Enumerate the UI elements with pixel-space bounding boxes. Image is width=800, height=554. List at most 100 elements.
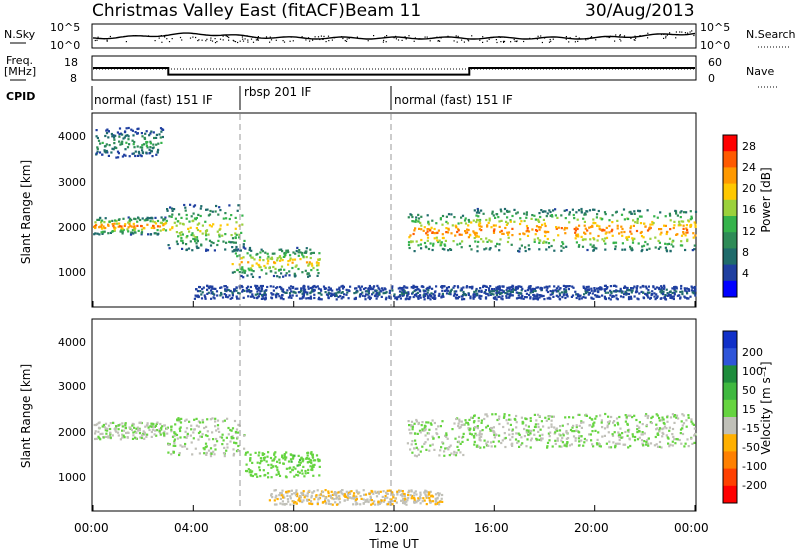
velocity-echo-cell bbox=[428, 499, 431, 502]
power-echo-cell bbox=[693, 221, 696, 224]
power-echo-cell bbox=[532, 289, 535, 292]
power-echo-cell bbox=[632, 287, 635, 290]
velocity-echo-cell bbox=[310, 502, 313, 506]
power-echo-cell bbox=[320, 289, 323, 292]
velocity-echo-cell bbox=[462, 435, 465, 438]
nsky-dot bbox=[206, 38, 208, 40]
velocity-echo-cell bbox=[517, 440, 520, 443]
power-echo-cell bbox=[143, 219, 146, 222]
power-echo-cell bbox=[642, 244, 646, 247]
velocity-echo-cell bbox=[306, 492, 309, 495]
velocity-echo-cell bbox=[444, 447, 447, 450]
velocity-echo-cell bbox=[214, 444, 217, 447]
power-echo-cell bbox=[119, 132, 122, 135]
velocity-echo-cell bbox=[450, 452, 453, 455]
velocity-echo-cell bbox=[97, 426, 101, 429]
power-echo-cell bbox=[614, 211, 618, 214]
power-echo-cell bbox=[680, 287, 683, 290]
power-echo-cell bbox=[473, 236, 476, 240]
power-echo-cell bbox=[423, 226, 426, 229]
power-echo-cell bbox=[605, 226, 608, 229]
power-echo-cell bbox=[194, 240, 197, 243]
power-echo-cell bbox=[627, 292, 630, 296]
power-echo-cell bbox=[511, 234, 514, 237]
power-echo-cell bbox=[130, 225, 133, 228]
power-echo-cell bbox=[417, 220, 420, 223]
power-echo-cell bbox=[417, 288, 420, 291]
power-echo-cell bbox=[291, 286, 294, 290]
power-echo-cell bbox=[554, 214, 557, 217]
velocity-echo-cell bbox=[483, 446, 486, 449]
power-echo-cell bbox=[256, 290, 259, 293]
power-echo-cell bbox=[372, 286, 375, 289]
power-echo-cell bbox=[538, 241, 541, 244]
power-echo-cell bbox=[107, 232, 110, 235]
power-echo-cell bbox=[672, 295, 675, 298]
power-echo-cell bbox=[317, 264, 320, 267]
velocity-echo-cell bbox=[433, 448, 436, 451]
nsky-dot bbox=[471, 35, 473, 37]
power-echo-cell bbox=[529, 285, 532, 288]
velocity-echo-cell bbox=[641, 423, 644, 426]
velocity-echo-cell bbox=[385, 491, 388, 494]
power-echo-cell bbox=[586, 290, 589, 293]
power-echo-cell bbox=[142, 143, 145, 146]
velocity-echo-cell bbox=[178, 453, 181, 457]
velocity-echo-cell bbox=[278, 474, 282, 477]
power-echo-cell bbox=[298, 249, 301, 252]
nsky-dot bbox=[455, 35, 457, 37]
velocity-echo-cell bbox=[406, 499, 409, 502]
power-echo-cell bbox=[580, 235, 583, 238]
velocity-frame bbox=[91, 318, 697, 512]
power-echo-cell bbox=[614, 241, 618, 244]
power-echo-cell bbox=[545, 248, 548, 251]
power-echo-cell bbox=[218, 233, 221, 236]
power-echo-cell bbox=[615, 289, 618, 292]
velocity-echo-cell bbox=[629, 414, 632, 417]
power-echo-cell bbox=[669, 228, 672, 231]
velocity-echo-cell bbox=[431, 419, 434, 422]
velocity-echo-cell bbox=[383, 499, 386, 502]
velocity-echo-cell bbox=[423, 442, 426, 445]
power-echo-cell bbox=[259, 251, 262, 254]
nsky-dot bbox=[109, 35, 111, 38]
velocity-echo-cell bbox=[669, 416, 673, 419]
nsky-dot bbox=[665, 37, 667, 39]
power-echo-cell bbox=[694, 210, 698, 213]
velocity-echo-cell bbox=[222, 439, 225, 442]
power-echo-cell bbox=[289, 288, 292, 291]
power-echo-cell bbox=[280, 272, 283, 275]
power-echo-cell bbox=[369, 286, 372, 289]
velocity-echo-cell bbox=[613, 420, 616, 423]
velocity-echo-cell bbox=[283, 456, 287, 459]
velocity-echo-cell bbox=[123, 436, 126, 439]
nsky-dot bbox=[633, 39, 635, 41]
velocity-echo-cell bbox=[588, 416, 592, 419]
velocity-echo-cell bbox=[658, 416, 661, 420]
power-echo-cell bbox=[96, 146, 99, 149]
power-echo-cell bbox=[672, 226, 675, 230]
power-echo-cell bbox=[651, 223, 654, 226]
power-echo-cell bbox=[480, 225, 483, 228]
power-echo-cell bbox=[264, 296, 267, 299]
power-echo-cell bbox=[447, 289, 450, 292]
velocity-echo-cell bbox=[443, 454, 446, 457]
power-echo-cell bbox=[358, 295, 361, 298]
velocity-echo-cell bbox=[562, 432, 565, 435]
power-echo-cell bbox=[195, 295, 198, 298]
power-echo-cell bbox=[364, 287, 367, 290]
velocity-echo-cell bbox=[655, 423, 658, 426]
velocity-echo-cell bbox=[540, 420, 543, 423]
power-echo-cell bbox=[145, 140, 148, 144]
nsky-dot bbox=[550, 40, 552, 42]
velocity-echo-cell bbox=[438, 492, 441, 495]
velocity-echo-cell bbox=[626, 422, 629, 425]
power-echo-cell bbox=[141, 144, 144, 147]
velocity-echo-cell bbox=[299, 461, 302, 464]
velocity-echo-cell bbox=[291, 469, 294, 472]
power-echo-cell bbox=[240, 231, 243, 234]
velocity-echo-cell bbox=[448, 446, 451, 449]
power-echo-cell bbox=[445, 227, 448, 230]
velocity-echo-cell bbox=[384, 494, 387, 498]
power-echo-cell bbox=[307, 287, 310, 290]
